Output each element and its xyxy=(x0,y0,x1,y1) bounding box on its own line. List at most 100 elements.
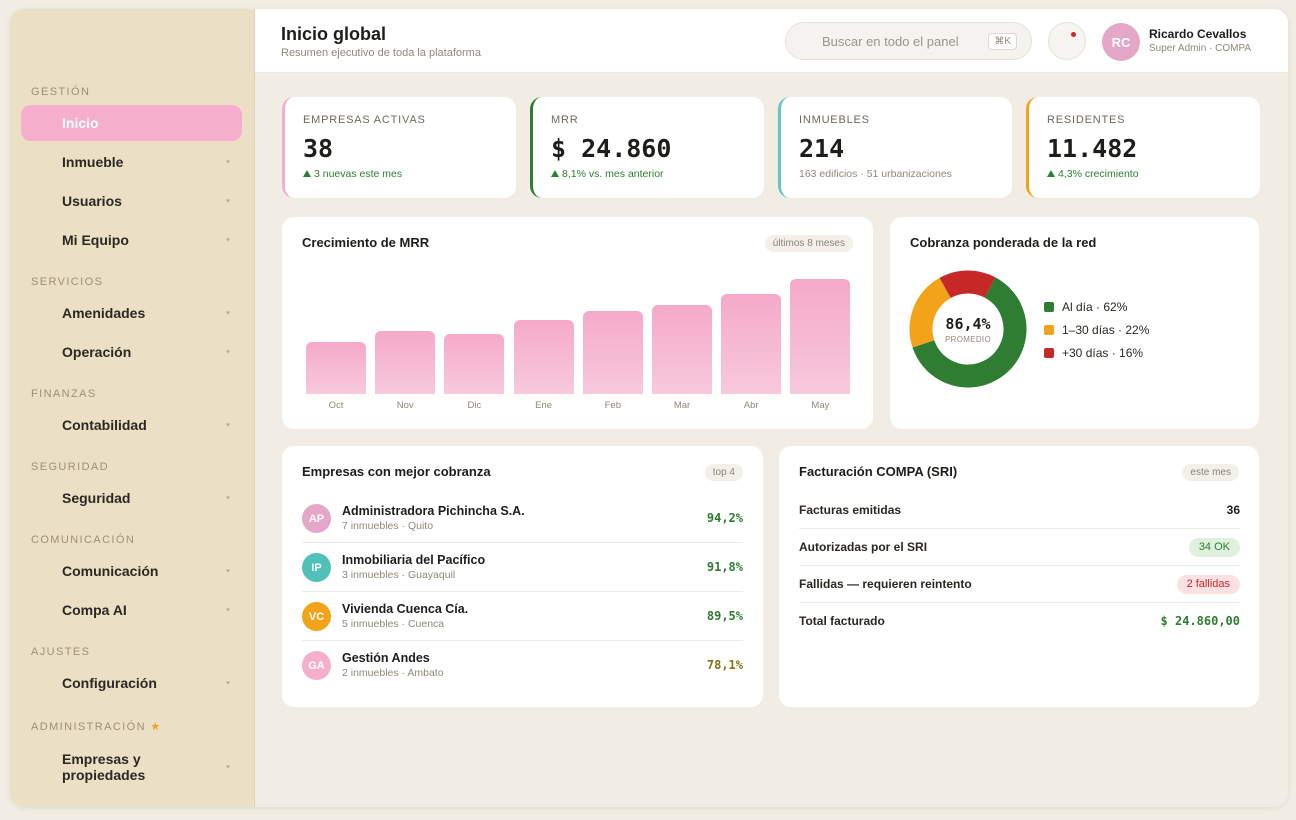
kpi-card-residentes: RESIDENTES 11.482 4,3% crecimiento xyxy=(1026,97,1260,198)
company-sub: 5 inmuebles · Cuenca xyxy=(342,618,445,630)
notification-button[interactable] xyxy=(1048,22,1086,60)
search-input[interactable] xyxy=(822,33,972,49)
chevron-down-icon xyxy=(226,496,230,500)
mrr-chart-card: Crecimiento de MRR últimos 8 meses Oct No… xyxy=(282,217,873,429)
company-value: 91,8% xyxy=(706,560,743,574)
company-name: Administradora Pichincha S.A. xyxy=(342,504,525,518)
sidebar-item-mi-equipo[interactable]: Mi Equipo xyxy=(21,222,242,258)
top-badge: top 4 xyxy=(704,464,743,481)
sidebar-item-usuarios[interactable]: Usuarios xyxy=(21,183,242,219)
search-box[interactable]: ⌘K xyxy=(785,22,1032,60)
chevron-down-icon xyxy=(226,423,230,427)
legend-label: +30 días · 16% xyxy=(1062,346,1144,360)
company-name: Vivienda Cuenca Cía. xyxy=(342,602,469,616)
kpi-note-text: 3 nuevas este mes xyxy=(314,168,403,180)
donut-chart xyxy=(909,270,1027,388)
donut-slice xyxy=(909,270,1027,388)
sidebar-item-comunicacion[interactable]: Comunicación xyxy=(21,553,242,589)
sidebar-item-seguridad[interactable]: Seguridad xyxy=(21,480,242,516)
x-tick-label: May xyxy=(811,400,830,411)
bar xyxy=(582,311,643,394)
sidebar-item-inicio[interactable]: Inicio xyxy=(21,105,242,141)
companies-card: Empresas con mejor cobranza top 4 AP Adm… xyxy=(282,446,763,707)
legend-swatch xyxy=(1044,302,1054,312)
legend-item: 1–30 días · 22% xyxy=(1044,323,1149,337)
sidebar-item-compa-ai[interactable]: Compa AI xyxy=(21,592,242,628)
billing-row[interactable]: Fallidas — requieren reintento 2 fallida… xyxy=(799,566,1240,603)
kpi-value: $ 24.860 xyxy=(551,134,672,163)
section-title-seguridad: SEGURIDAD xyxy=(31,461,109,473)
list-item[interactable]: AP Administradora Pichincha S.A. 7 inmue… xyxy=(302,494,743,543)
kpi-note-text: 8,1% vs. mes anterior xyxy=(562,168,664,180)
sidebar: GESTIÓN Inicio Inmueble Usuarios Mi Equi… xyxy=(10,9,255,807)
kpi-note: 4,3% crecimiento xyxy=(1047,168,1139,180)
sidebar-item-operacion[interactable]: Operación xyxy=(21,334,242,370)
shortcut-hint: ⌘K xyxy=(988,33,1017,50)
trend-up-icon xyxy=(551,170,559,177)
topbar: Inicio global Resumen ejecutivo de toda … xyxy=(255,9,1288,73)
card-title: Empresas con mejor cobranza xyxy=(302,464,491,479)
app-window: GESTIÓN Inicio Inmueble Usuarios Mi Equi… xyxy=(10,9,1288,807)
company-name: Gestión Andes xyxy=(342,651,430,665)
star-icon: ★ xyxy=(150,721,161,733)
kpi-card-empresas: EMPRESAS ACTIVAS 38 3 nuevas este mes xyxy=(282,97,516,198)
billing-label: Autorizadas por el SRI xyxy=(799,540,928,554)
sidebar-item-configuracion[interactable]: Configuración xyxy=(21,665,242,701)
x-tick-label: Abr xyxy=(743,400,759,411)
company-value: 89,5% xyxy=(706,609,743,623)
sidebar-item-label: Mi Equipo xyxy=(62,232,129,248)
legend-label: Al día · 62% xyxy=(1062,300,1128,314)
kpi-value: 38 xyxy=(303,134,334,163)
avatar[interactable]: RC xyxy=(1102,23,1140,61)
billing-label: Fallidas — requieren reintento xyxy=(799,577,972,591)
bar xyxy=(721,294,782,394)
billing-card: Facturación COMPA (SRI) este mes Factura… xyxy=(779,446,1259,707)
sidebar-item-contabilidad[interactable]: Contabilidad xyxy=(21,407,242,443)
status-badge[interactable]: 2 fallidas xyxy=(1176,575,1240,594)
kpi-label: INMUEBLES xyxy=(799,114,870,126)
sidebar-item-label: Comunicación xyxy=(62,563,159,579)
chevron-down-icon xyxy=(226,350,230,354)
company-value: 94,2% xyxy=(706,511,743,525)
sidebar-item-label: Contabilidad xyxy=(62,417,147,433)
chevron-down-icon xyxy=(226,681,230,685)
x-tick-label: Mar xyxy=(673,400,691,411)
avatar: GA xyxy=(302,651,331,680)
chevron-down-icon xyxy=(226,569,230,573)
list-item[interactable]: VC Vivienda Cuenca Cía. 5 inmuebles · Cu… xyxy=(302,592,743,641)
bar xyxy=(790,279,851,394)
bar xyxy=(375,331,436,394)
chevron-down-icon xyxy=(226,199,230,203)
kpi-label: EMPRESAS ACTIVAS xyxy=(303,114,426,126)
section-title-administracion: ADMINISTRACIÓN ★ xyxy=(31,720,160,733)
sidebar-item-empresas[interactable]: Empresas y propiedades xyxy=(21,746,242,788)
x-tick-label: Ene xyxy=(535,400,553,411)
legend-swatch xyxy=(1044,325,1054,335)
trend-up-icon xyxy=(1047,170,1055,177)
bar xyxy=(306,342,366,394)
section-title-gestion: GESTIÓN xyxy=(31,86,91,98)
kpi-note: 8,1% vs. mes anterior xyxy=(551,168,664,180)
kpi-value: 214 xyxy=(799,134,845,163)
sidebar-item-label: Usuarios xyxy=(62,193,122,209)
sidebar-item-label: Configuración xyxy=(62,675,157,691)
chevron-down-icon xyxy=(226,238,230,242)
billing-value: $ 24.860,00 xyxy=(1160,614,1240,628)
list-item[interactable]: IP Inmobiliaria del Pacífico 3 inmuebles… xyxy=(302,543,743,592)
list-item[interactable]: GA Gestión Andes 2 inmuebles · Ambato 78… xyxy=(302,641,743,690)
section-title-finanzas: FINANZAS xyxy=(31,388,97,400)
chevron-down-icon xyxy=(226,311,230,315)
user-name: Ricardo Cevallos xyxy=(1149,27,1247,41)
legend-swatch xyxy=(1044,348,1054,358)
company-name: Inmobiliaria del Pacífico xyxy=(342,553,486,567)
company-sub: 3 inmuebles · Guayaquil xyxy=(342,569,456,581)
range-badge: últimos 8 meses xyxy=(764,235,853,252)
donut-slice xyxy=(909,270,1027,388)
sidebar-item-amenidades[interactable]: Amenidades xyxy=(21,295,242,331)
chevron-down-icon xyxy=(226,608,230,612)
sidebar-item-label: Empresas y propiedades xyxy=(62,751,145,783)
donut-center-value: 86,4% xyxy=(945,315,991,333)
avatar: AP xyxy=(302,504,331,533)
sidebar-item-inmueble[interactable]: Inmueble xyxy=(21,144,242,180)
kpi-note-text: 4,3% crecimiento xyxy=(1058,168,1139,180)
